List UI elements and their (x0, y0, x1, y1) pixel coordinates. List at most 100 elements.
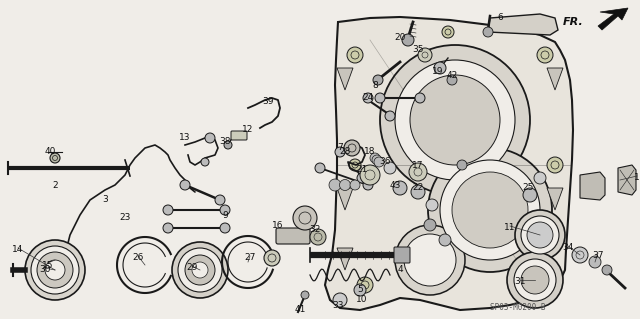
Circle shape (180, 180, 190, 190)
Circle shape (404, 234, 456, 286)
Circle shape (357, 277, 373, 293)
Text: 41: 41 (294, 306, 306, 315)
Circle shape (532, 277, 548, 293)
Text: 25: 25 (522, 183, 534, 192)
Text: 35: 35 (412, 46, 424, 55)
Text: 31: 31 (515, 278, 525, 286)
Circle shape (447, 75, 457, 85)
Circle shape (547, 157, 563, 173)
Circle shape (215, 195, 225, 205)
Circle shape (442, 26, 454, 38)
Circle shape (523, 188, 537, 202)
Polygon shape (337, 188, 353, 210)
Text: 11: 11 (504, 224, 516, 233)
Circle shape (185, 255, 215, 285)
Circle shape (333, 293, 347, 307)
Circle shape (350, 180, 360, 190)
Circle shape (534, 172, 546, 184)
Circle shape (349, 159, 361, 171)
Circle shape (440, 160, 540, 260)
Text: 4: 4 (397, 265, 403, 275)
Text: 29: 29 (186, 263, 198, 272)
Text: 24: 24 (362, 93, 374, 102)
Circle shape (375, 93, 385, 103)
Text: 40: 40 (44, 147, 56, 157)
Text: FR.: FR. (563, 17, 584, 27)
Circle shape (370, 153, 380, 163)
Text: 1: 1 (634, 174, 640, 182)
Polygon shape (325, 17, 573, 310)
Circle shape (572, 247, 588, 263)
Circle shape (527, 222, 553, 248)
Circle shape (329, 179, 341, 191)
Circle shape (372, 155, 382, 165)
Text: 13: 13 (179, 133, 191, 143)
Circle shape (220, 223, 230, 233)
Circle shape (452, 172, 528, 248)
Text: 33: 33 (332, 300, 344, 309)
Circle shape (293, 206, 317, 230)
Polygon shape (547, 68, 563, 90)
Text: 39: 39 (262, 98, 274, 107)
Text: 23: 23 (119, 213, 131, 222)
Text: 32: 32 (309, 226, 321, 234)
Circle shape (363, 93, 373, 103)
Circle shape (354, 284, 366, 296)
Text: 37: 37 (592, 250, 604, 259)
Text: SP03-M0200 B: SP03-M0200 B (490, 303, 545, 312)
Circle shape (395, 225, 465, 295)
Circle shape (344, 140, 360, 156)
Polygon shape (337, 248, 353, 270)
Circle shape (393, 181, 407, 195)
Circle shape (163, 223, 173, 233)
Circle shape (434, 62, 446, 74)
Circle shape (172, 242, 228, 298)
Text: 28: 28 (339, 147, 351, 157)
Circle shape (415, 93, 425, 103)
Polygon shape (547, 188, 563, 210)
Circle shape (385, 111, 395, 121)
Text: 38: 38 (220, 137, 231, 146)
Circle shape (589, 256, 601, 268)
Circle shape (426, 199, 438, 211)
Circle shape (457, 160, 467, 170)
Circle shape (339, 180, 351, 190)
Text: 16: 16 (272, 220, 284, 229)
Text: 42: 42 (446, 70, 458, 79)
Circle shape (335, 147, 345, 157)
Circle shape (360, 165, 380, 185)
Circle shape (384, 162, 396, 174)
Circle shape (264, 250, 280, 266)
Text: 2: 2 (52, 181, 58, 189)
Circle shape (418, 48, 432, 62)
Text: 8: 8 (372, 80, 378, 90)
Text: 21: 21 (356, 166, 368, 174)
Text: 6: 6 (497, 13, 503, 23)
Text: 17: 17 (412, 160, 424, 169)
Circle shape (363, 180, 373, 190)
Text: 22: 22 (412, 183, 424, 192)
Polygon shape (618, 165, 636, 195)
Circle shape (357, 173, 367, 183)
Text: 14: 14 (12, 246, 24, 255)
Circle shape (521, 266, 549, 294)
Circle shape (347, 47, 363, 63)
Circle shape (25, 240, 85, 300)
Circle shape (515, 210, 565, 260)
Circle shape (428, 148, 552, 272)
Circle shape (424, 219, 436, 231)
Text: 3: 3 (102, 196, 108, 204)
Circle shape (45, 260, 65, 280)
Text: 5: 5 (357, 286, 363, 294)
Text: 30: 30 (39, 265, 51, 275)
Text: 19: 19 (432, 68, 444, 77)
Polygon shape (337, 68, 353, 90)
Circle shape (411, 185, 425, 199)
Text: 10: 10 (356, 295, 368, 305)
Text: 34: 34 (563, 243, 573, 253)
Text: 20: 20 (394, 33, 406, 42)
Text: 9: 9 (222, 211, 228, 219)
Circle shape (409, 163, 427, 181)
Text: 36: 36 (380, 158, 391, 167)
Circle shape (301, 291, 309, 299)
